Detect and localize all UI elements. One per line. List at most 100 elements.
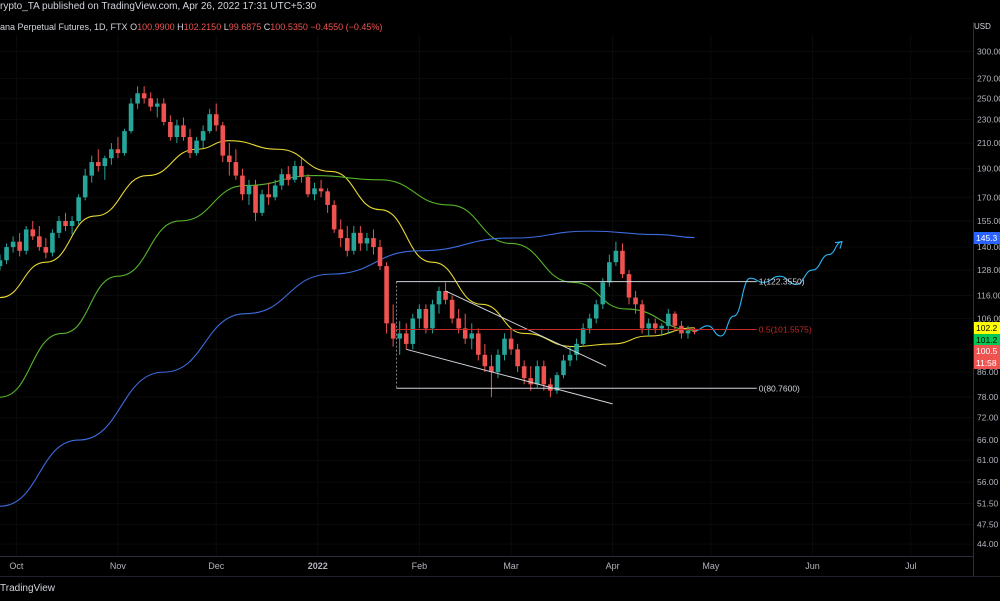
- candle-body: [135, 93, 140, 104]
- candle-body: [128, 103, 134, 132]
- candle-body: [593, 304, 599, 319]
- candle-body: [161, 103, 167, 122]
- candle-body: [639, 304, 645, 329]
- y-tick-label: 140.00: [977, 242, 1000, 252]
- axes: 300.00 270.00 250.00 230.00 210.00 190.00 170.…: [0, 22, 1000, 576]
- candle-body: [443, 290, 448, 300]
- candle-body: [312, 188, 317, 195]
- candle-body: [37, 236, 42, 248]
- drawings: 1(122.3550) 0.5(101.5575) 0(80.7600): [396, 277, 812, 405]
- ma_fast-line: [0, 140, 695, 348]
- publish-header: rypto_TA published on TradingView.com, A…: [0, 0, 1000, 22]
- candle-body: [174, 125, 180, 138]
- candle-body: [279, 174, 285, 186]
- price-tag: 102.2: [974, 321, 1000, 334]
- candle-body: [233, 162, 239, 176]
- candle-body: [168, 121, 173, 138]
- candle-body: [331, 204, 337, 230]
- candle-body: [286, 174, 291, 180]
- candle-body: [292, 166, 298, 180]
- candle-body: [521, 366, 527, 379]
- high-label: H: [177, 22, 184, 32]
- candle-body: [43, 247, 49, 253]
- x-tick-label: Feb: [412, 561, 428, 571]
- candle-body: [515, 349, 520, 367]
- candle-body: [220, 125, 226, 156]
- x-tick-label: Mar: [503, 561, 519, 571]
- candle-body: [227, 155, 232, 163]
- candle-body: [371, 238, 376, 248]
- low-label: L: [223, 22, 229, 32]
- x-tick-label: Nov: [110, 561, 127, 571]
- x-tick-label: Jun: [805, 561, 820, 571]
- candle-body: [259, 194, 265, 213]
- y-tick-label: 86.00: [977, 367, 999, 377]
- candle-body: [0, 260, 3, 267]
- candle-body: [122, 131, 127, 154]
- candle-body: [89, 162, 95, 176]
- candle-body: [17, 241, 22, 251]
- candle-body: [390, 323, 396, 339]
- x-tick-label: Jul: [905, 561, 917, 571]
- symbol-name: ana Perpetual Futures, 1D, FTX: [0, 22, 128, 32]
- x-tick-label: Apr: [606, 561, 620, 571]
- candle-body: [213, 114, 219, 126]
- candle-body: [469, 333, 475, 339]
- candle-body: [574, 343, 579, 355]
- change-value: −0.4550 (−0.45%): [310, 22, 383, 32]
- candle-body: [181, 125, 186, 138]
- candle-body: [266, 194, 271, 198]
- candle-body: [95, 162, 101, 167]
- y-tick-label: 47.50: [977, 519, 999, 529]
- y-tick-label: 51.50: [977, 499, 999, 509]
- candle-body: [69, 220, 75, 226]
- x-tick-label: Oct: [9, 561, 24, 571]
- candle-body: [587, 318, 592, 329]
- candle-body: [456, 318, 461, 329]
- x-tick-label: 2022: [308, 561, 328, 571]
- y-tick-label: 128.00: [977, 265, 1000, 275]
- trendline: [445, 290, 607, 367]
- candle-body: [305, 176, 311, 195]
- price-tag: 100.5: [974, 345, 1000, 358]
- candle-body: [613, 250, 619, 263]
- candle-body: [82, 175, 88, 198]
- candle-body: [299, 166, 304, 177]
- fib-level-label: 1(122.3550): [759, 277, 805, 287]
- price-tag: 101.2: [974, 334, 1000, 347]
- y-tick-label: 78.00: [977, 392, 999, 402]
- candle-body: [358, 232, 363, 244]
- tradingview-brand[interactable]: TradingView: [0, 583, 56, 594]
- candle-body: [23, 229, 29, 251]
- candle-body: [607, 262, 612, 283]
- y-tick-label: 250.00: [977, 93, 1000, 103]
- candle-body: [646, 323, 651, 329]
- candle-body: [338, 229, 344, 239]
- y-tick-label: 106.00: [977, 313, 1000, 323]
- candle-body: [462, 328, 468, 339]
- footer-bar: TradingView: [0, 576, 1000, 601]
- candle-body: [272, 185, 278, 198]
- candle-body: [567, 354, 573, 361]
- fib-level-label: 0.5(101.5575): [759, 324, 812, 334]
- candle-body: [154, 103, 160, 107]
- candle-body: [482, 354, 488, 367]
- candle-body: [56, 220, 62, 233]
- candle-body: [4, 247, 9, 261]
- candle-body: [476, 333, 481, 355]
- candle-body: [626, 274, 632, 298]
- grid: [0, 35, 973, 556]
- candle-body: [194, 140, 199, 154]
- y-tick-label: 56.00: [977, 477, 999, 487]
- candle-body: [318, 188, 324, 192]
- ma_mid-line: [0, 175, 695, 398]
- ohlc-legend: ana Perpetual Futures, 1D, FTX O100.9900…: [0, 22, 382, 32]
- open-label: O: [130, 22, 138, 32]
- candle-body: [384, 266, 389, 324]
- y-tick-label: 61.00: [977, 455, 999, 465]
- candle-body: [10, 241, 16, 248]
- y-tick-label: 170.00: [977, 192, 1000, 202]
- open-value: 100.9900: [137, 22, 175, 32]
- candle-body: [534, 366, 540, 385]
